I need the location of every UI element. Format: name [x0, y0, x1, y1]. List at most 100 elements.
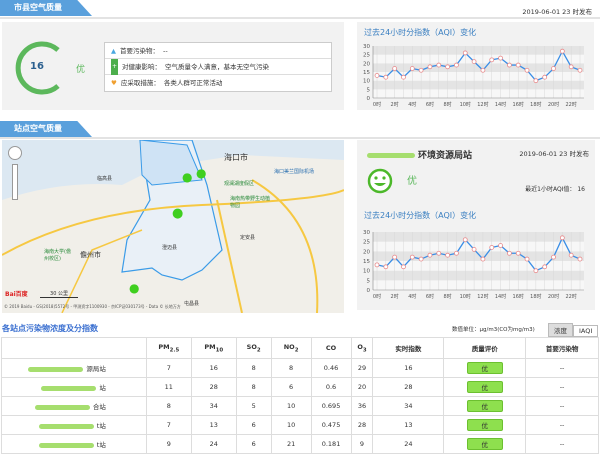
- data-point[interactable]: [542, 264, 548, 270]
- map-label: 海口市: [224, 153, 248, 162]
- data-point[interactable]: [498, 243, 503, 248]
- data-point[interactable]: [374, 262, 380, 268]
- data-point[interactable]: [427, 64, 433, 70]
- station-detail-panel: 环境资源局站 2019-06-01 23 时发布 优 最近1小时AQI值： 16…: [357, 140, 595, 310]
- station-name: 环境资源局站: [367, 148, 472, 161]
- x-tick-label: 2时: [391, 101, 399, 108]
- divider: [0, 137, 600, 139]
- data-point[interactable]: [427, 252, 433, 258]
- data-point[interactable]: [462, 50, 468, 56]
- value: 空气质量令人满意，基本无空气污染: [165, 62, 270, 71]
- data-point[interactable]: [445, 64, 451, 70]
- data-point[interactable]: [506, 250, 512, 256]
- data-point[interactable]: [392, 254, 398, 260]
- x-tick-label: 14时: [495, 293, 506, 300]
- data-point[interactable]: [515, 250, 521, 256]
- data-point[interactable]: [436, 250, 442, 256]
- info-row-measures: ♥ 应采取措施： 各类人群可正常活动: [105, 75, 331, 91]
- data-point[interactable]: [383, 264, 389, 270]
- data-point[interactable]: [551, 66, 556, 71]
- data-point[interactable]: [401, 74, 406, 80]
- toggle-iaqi[interactable]: IAQI: [573, 325, 599, 337]
- col-pm25: PM2.5: [145, 337, 192, 359]
- quality-badge: 优: [466, 438, 503, 450]
- redacted-text: [41, 385, 97, 391]
- x-tick-label: 18时: [530, 101, 541, 108]
- data-point[interactable]: [392, 66, 398, 71]
- data-point[interactable]: [577, 256, 583, 262]
- x-tick-label: 20时: [548, 293, 559, 300]
- map-zoom-slider[interactable]: [12, 164, 18, 200]
- value: --: [163, 46, 168, 55]
- data-point[interactable]: [577, 67, 583, 73]
- redacted-text: [38, 423, 94, 429]
- cell-8: 优: [443, 377, 527, 397]
- station-map[interactable]: 海口市 海口美兰国际机场 观澜湖度假区 海南热带野生动植物园 儋州市 海南大学(…: [2, 140, 344, 313]
- data-point[interactable]: [462, 237, 468, 243]
- data-point[interactable]: [524, 256, 530, 262]
- data-point[interactable]: [401, 264, 406, 270]
- station-marker-icon[interactable]: ●: [129, 281, 140, 295]
- data-point[interactable]: [515, 62, 521, 68]
- table-row: t站 9 24 6 21 0.181 9 24 优 --: [1, 434, 599, 454]
- station-marker-icon[interactable]: ●: [196, 166, 207, 180]
- station-marker-icon[interactable]: ●: [172, 206, 184, 221]
- data-point[interactable]: [471, 59, 477, 65]
- cell-1: 9: [145, 434, 192, 454]
- data-point[interactable]: [445, 252, 451, 258]
- data-point[interactable]: [568, 64, 574, 70]
- data-point[interactable]: [524, 67, 530, 73]
- chart-title: 过去24小时分指数（AQI）变化: [364, 28, 477, 37]
- data-point[interactable]: [533, 78, 539, 84]
- aqi-info-box: ▲ 首要污染物： -- + 对健康影响： 空气质量令人满意，基本无空气污染 ♥ 应采取措施…: [104, 42, 332, 92]
- map-pan-control[interactable]: [8, 146, 22, 160]
- data-point[interactable]: [436, 62, 442, 68]
- y-tick-label: 20: [363, 61, 370, 67]
- cell-8: 优: [443, 434, 527, 454]
- cell-text: t站: [96, 422, 106, 430]
- data-point[interactable]: [542, 74, 548, 80]
- cell-8: 优: [443, 415, 527, 435]
- col-primary: 首要污染物: [525, 337, 599, 359]
- data-point[interactable]: [454, 62, 459, 68]
- grid-band: [373, 261, 584, 271]
- chart-title: 过去24小时分指数（AQI）变化: [364, 211, 477, 220]
- grid-band: [373, 72, 584, 81]
- data-point[interactable]: [551, 254, 556, 260]
- data-point[interactable]: [418, 256, 424, 262]
- redacted-text: [34, 404, 90, 410]
- data-point[interactable]: [480, 67, 486, 73]
- cell-text: 29: [357, 364, 367, 372]
- data-point[interactable]: [383, 74, 389, 80]
- cell-6: 9: [350, 434, 374, 454]
- data-point[interactable]: [533, 268, 539, 274]
- data-point[interactable]: [568, 252, 574, 258]
- cell-text: --: [559, 383, 565, 391]
- y-tick-label: 10: [363, 79, 370, 85]
- data-point[interactable]: [559, 48, 565, 54]
- grid-band: [373, 241, 584, 252]
- data-point[interactable]: [480, 256, 486, 262]
- data-point[interactable]: [374, 73, 380, 78]
- data-point[interactable]: [409, 66, 415, 71]
- table-row: 站 11 28 8 6 0.6 20 28 优 --: [1, 377, 599, 397]
- cell-6: 28: [350, 415, 374, 435]
- data-point[interactable]: [409, 254, 415, 260]
- data-point[interactable]: [471, 246, 477, 252]
- data-point[interactable]: [506, 62, 512, 68]
- data-point[interactable]: [454, 250, 459, 256]
- x-tick-label: 12时: [477, 101, 488, 108]
- y-tick-label: 0: [367, 96, 371, 102]
- data-point[interactable]: [489, 57, 495, 63]
- data-point[interactable]: [559, 235, 565, 241]
- data-point[interactable]: [418, 67, 424, 73]
- station-marker-icon[interactable]: ●: [182, 170, 193, 184]
- data-point[interactable]: [498, 55, 503, 61]
- cell-text: --: [559, 440, 565, 448]
- toggle-concentration[interactable]: 浓度: [548, 323, 573, 337]
- cell-8: 优: [443, 358, 527, 378]
- pollutant-table: PM2.5 PM10 SO2 NO2 CO O3 实时指数 质量评价 首要污染物…: [1, 337, 599, 454]
- cell-5: 0.181: [310, 434, 352, 454]
- x-tick-label: 8时: [444, 293, 452, 300]
- data-point[interactable]: [489, 245, 495, 250]
